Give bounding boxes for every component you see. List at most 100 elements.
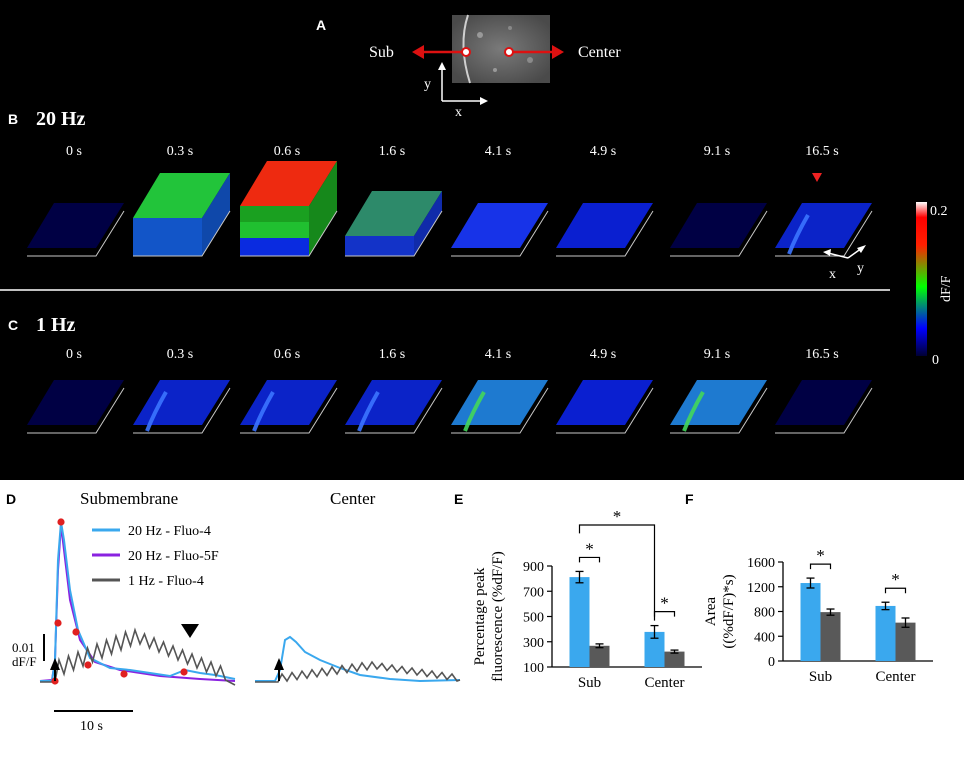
- sample-point: [57, 518, 65, 526]
- colorbar-max-label: 0.2: [930, 204, 948, 219]
- center-arrow: [504, 45, 564, 59]
- y-axis-label: ((%dF/F)*s): [721, 574, 737, 648]
- significance-bracket: [884, 587, 907, 594]
- significance-star: *: [816, 546, 825, 565]
- bar-20hz-sub: [800, 583, 821, 661]
- category-label: Sub: [809, 669, 832, 685]
- panel-d-letter: D: [6, 491, 16, 507]
- panel-e-letter: E: [454, 491, 463, 507]
- significance-bracket: [578, 524, 656, 621]
- black-arrowhead-marker: [181, 624, 199, 638]
- sample-point: [120, 670, 128, 678]
- center-traces: [255, 635, 461, 683]
- b-time-label: 0.3 s: [167, 144, 193, 159]
- sample-point: [54, 619, 62, 627]
- c-time-label: 9.1 s: [704, 347, 730, 362]
- center-label: Center: [578, 44, 621, 61]
- c-time-label: 0.3 s: [167, 347, 193, 362]
- surface-20hz: [775, 203, 873, 257]
- panel-b-letter: B: [8, 111, 18, 127]
- panel-f-letter: F: [685, 491, 694, 507]
- c-time-label: 0 s: [66, 347, 82, 362]
- surface-1hz: [240, 380, 338, 434]
- category-label: Center: [645, 675, 685, 691]
- colorbar-label: dF/F: [939, 275, 954, 302]
- significance-bracket: [578, 556, 601, 563]
- surface-20hz: [670, 203, 768, 257]
- surface-20hz: [345, 191, 443, 257]
- sample-point: [72, 628, 80, 636]
- legend-entry: 20 Hz - Fluo-5F: [128, 549, 219, 564]
- b-time-label: 4.9 s: [590, 144, 616, 159]
- scale-y-unit: dF/F: [12, 654, 37, 669]
- surface-20hz: [133, 173, 231, 257]
- trace-title-submembrane: Submembrane: [80, 489, 178, 508]
- surface-20hz: [240, 161, 338, 257]
- plots-panel: D Submembrane Center 20 Hz - Fluo-4 20 Hz…: [6, 489, 933, 734]
- c-time-label: 16.5 s: [805, 347, 838, 362]
- bar-20hz-center: [875, 605, 896, 661]
- y-tick-label: 0: [768, 655, 775, 670]
- scale-y-value: 0.01: [12, 640, 35, 655]
- sample-point: [180, 668, 188, 676]
- trace-center-1hz: [255, 660, 461, 683]
- surface-1hz: [670, 380, 768, 434]
- stimulus-arrow-sub: [50, 658, 60, 681]
- colorbar: [916, 202, 927, 356]
- b-time-label: 4.1 s: [485, 144, 511, 159]
- c-time-label: 4.9 s: [590, 347, 616, 362]
- significance-bracket: [809, 563, 832, 570]
- axis-y-label-b: y: [857, 261, 864, 276]
- trace-20hz-fluo4: [40, 521, 236, 682]
- significance-star: *: [660, 594, 669, 613]
- stimulus-arrow-center: [274, 658, 284, 681]
- colorbar-min-label: 0: [932, 353, 939, 368]
- panel-b-title: 20 Hz: [36, 108, 86, 130]
- surface-20hz: [27, 203, 125, 257]
- y-tick-label: 1200: [747, 581, 775, 596]
- c-time-label: 4.1 s: [485, 347, 511, 362]
- significance-star: *: [891, 570, 900, 589]
- xy-axes-icon: [438, 62, 488, 105]
- y-tick-label: 1600: [747, 556, 775, 571]
- y-tick-label: 400: [754, 630, 775, 645]
- significance-star: *: [585, 539, 594, 558]
- y-tick-label: 300: [523, 636, 544, 651]
- trace-1hz-fluo4: [40, 627, 236, 686]
- axis-x-label-a: x: [455, 105, 462, 120]
- category-label: Sub: [578, 675, 601, 691]
- imaging-panels: A Sub Center y x B 20 Hz 0 s 0.3 s 0.6 s 1.…: [0, 0, 964, 480]
- surface-1hz: [451, 380, 549, 434]
- surface-1hz: [133, 380, 231, 434]
- y-tick-label: 100: [523, 661, 544, 676]
- surface-20hz: [556, 203, 654, 257]
- y-axis-label: Percentage peak: [472, 567, 488, 665]
- trace-title-center: Center: [330, 489, 376, 508]
- b-time-label: 16.5 s: [805, 144, 838, 159]
- sub-arrow: [412, 45, 471, 59]
- y-tick-label: 800: [754, 606, 775, 621]
- b-time-label: 0 s: [66, 144, 82, 159]
- y-tick-label: 900: [523, 560, 544, 575]
- b-time-label: 0.6 s: [274, 144, 300, 159]
- surface-1hz: [556, 380, 654, 434]
- xy-axes-icon-3d: [823, 245, 866, 259]
- c-time-label: 0.6 s: [274, 347, 300, 362]
- scale-x-label: 10 s: [80, 719, 103, 734]
- bar-1hz-center: [895, 622, 916, 661]
- y-tick-label: 700: [523, 585, 544, 600]
- legend-entry: 1 Hz - Fluo-4: [128, 574, 204, 589]
- c-time-label: 1.6 s: [379, 347, 405, 362]
- red-arrowhead-marker: [812, 173, 822, 182]
- surface-1hz: [345, 380, 443, 434]
- significance-star: *: [613, 507, 622, 526]
- y-tick-label: 500: [523, 611, 544, 626]
- b-time-label: 1.6 s: [379, 144, 405, 159]
- legend-entry: 20 Hz - Fluo-4: [128, 524, 211, 539]
- axis-x-label-b: x: [829, 267, 836, 282]
- panel-c-title: 1 Hz: [36, 314, 76, 336]
- surface-1hz: [27, 380, 125, 434]
- axis-y-label-a: y: [424, 77, 431, 92]
- bar-1hz-center: [664, 651, 685, 667]
- y-axis-label: Area: [703, 597, 719, 626]
